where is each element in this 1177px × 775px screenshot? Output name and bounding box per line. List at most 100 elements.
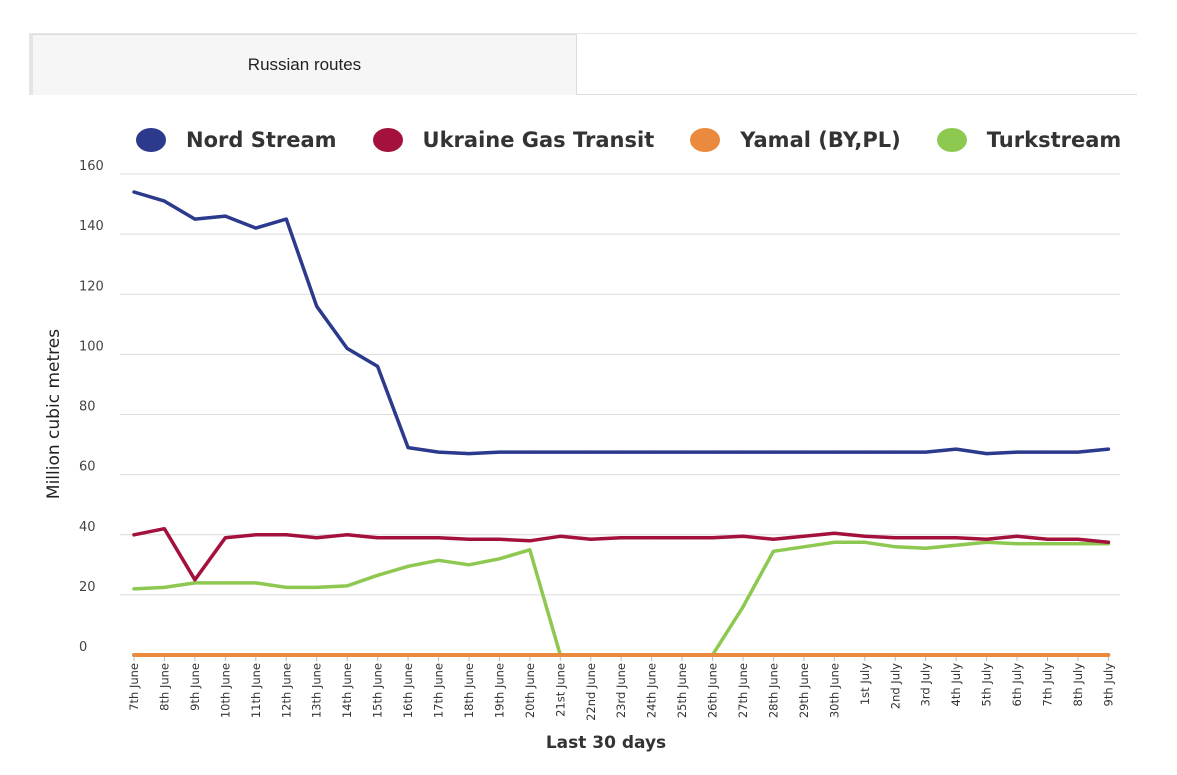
- data-point: [832, 450, 836, 454]
- data-point: [284, 217, 288, 221]
- x-axis-title: Last 30 days: [545, 733, 667, 753]
- data-point: [650, 653, 654, 657]
- x-tick-label: 14th June: [340, 663, 354, 718]
- data-point: [1015, 653, 1019, 657]
- x-tick-label: 13th June: [310, 663, 324, 718]
- y-tick-label: 160: [79, 159, 104, 174]
- data-point: [284, 585, 288, 589]
- data-point: [954, 543, 958, 547]
- tab-russian-routes[interactable]: Russian routes: [29, 34, 577, 95]
- data-point: [711, 536, 715, 540]
- data-point: [376, 573, 380, 577]
- x-tick-label: 23rd June: [614, 663, 628, 718]
- data-point: [771, 549, 775, 553]
- data-point: [1106, 447, 1110, 451]
- data-point: [437, 450, 440, 454]
- data-point: [1046, 542, 1049, 546]
- x-tick-label: 7th July: [1041, 663, 1055, 707]
- data-point: [345, 533, 349, 537]
- x-tick-label: 29th June: [797, 663, 811, 718]
- data-point: [406, 653, 410, 657]
- data-point: [619, 653, 623, 657]
- data-point: [132, 190, 136, 194]
- data-point: [802, 653, 806, 657]
- data-point: [1076, 653, 1080, 657]
- legend-marker: [136, 128, 166, 152]
- y-tick-label: 120: [79, 279, 104, 294]
- data-point: [193, 581, 197, 585]
- data-point: [1106, 540, 1110, 544]
- data-point: [650, 450, 654, 454]
- data-point: [680, 450, 684, 454]
- data-point: [162, 527, 166, 531]
- x-tick-label: 15th June: [371, 663, 385, 718]
- x-tick-label: 9th July: [1101, 663, 1115, 707]
- data-point: [223, 653, 227, 657]
- data-point: [223, 214, 227, 218]
- x-tick-label: 18th June: [462, 663, 476, 718]
- y-axis-title: Million cubic metres: [44, 329, 64, 499]
- x-tick-label: 7th June: [127, 663, 141, 711]
- data-point: [345, 346, 349, 350]
- legend-item-nord-stream[interactable]: Nord Stream: [136, 128, 337, 152]
- data-point: [985, 452, 989, 456]
- x-tick-label: 8th June: [157, 663, 171, 711]
- y-tick-label: 140: [79, 219, 104, 234]
- data-point: [863, 540, 867, 544]
- x-tick-label: 20th June: [523, 663, 537, 718]
- data-point: [528, 548, 532, 552]
- data-point: [345, 584, 349, 588]
- data-point: [467, 452, 471, 456]
- data-point: [924, 536, 928, 540]
- data-point: [802, 450, 806, 454]
- data-point: [1015, 534, 1019, 538]
- x-tick-label: 9th June: [188, 663, 202, 711]
- data-point: [802, 534, 806, 538]
- data-point: [741, 450, 745, 454]
- x-tick-label: 28th June: [766, 663, 780, 718]
- data-point: [771, 537, 775, 541]
- data-point: [528, 539, 532, 543]
- data-point: [437, 653, 440, 657]
- data-point: [132, 653, 136, 657]
- data-point: [558, 534, 562, 538]
- legend-marker: [372, 128, 403, 152]
- data-point: [437, 536, 440, 540]
- data-point: [315, 304, 319, 308]
- y-tick-label: 80: [79, 400, 96, 415]
- legend-item-ukraine-gas-transit[interactable]: Ukraine Gas Transit: [372, 128, 654, 152]
- data-point: [437, 558, 440, 562]
- data-point: [741, 534, 745, 538]
- data-point: [406, 536, 410, 540]
- data-point: [832, 540, 836, 544]
- data-point: [132, 533, 136, 537]
- data-point: [162, 653, 166, 657]
- data-point: [863, 653, 867, 657]
- data-point: [985, 653, 989, 657]
- data-point: [924, 546, 928, 550]
- legend-item-yamal[interactable]: Yamal (BY,PL): [690, 128, 901, 152]
- series-line-turkstream: [132, 540, 1111, 657]
- x-tick-label: 24th June: [645, 663, 659, 718]
- data-point: [924, 450, 928, 454]
- x-tick-label: 6th July: [1010, 663, 1024, 707]
- y-tick-label: 40: [79, 520, 96, 535]
- data-point: [954, 536, 958, 540]
- x-tick-label: 25th June: [675, 663, 689, 718]
- data-point: [741, 653, 745, 657]
- legend-label: Yamal (BY,PL): [740, 128, 901, 152]
- legend-item-turkstream[interactable]: Turkstream: [936, 128, 1121, 152]
- x-tick-label: 26th June: [706, 663, 720, 718]
- data-point: [467, 563, 471, 567]
- data-point: [1015, 450, 1019, 454]
- data-point: [528, 450, 532, 454]
- data-point: [711, 653, 715, 657]
- data-point: [315, 653, 319, 657]
- data-point: [893, 536, 897, 540]
- data-point: [1076, 450, 1080, 454]
- data-point: [376, 653, 380, 657]
- x-tick-label: 17th June: [432, 663, 446, 718]
- data-point: [680, 653, 684, 657]
- data-point: [132, 587, 136, 591]
